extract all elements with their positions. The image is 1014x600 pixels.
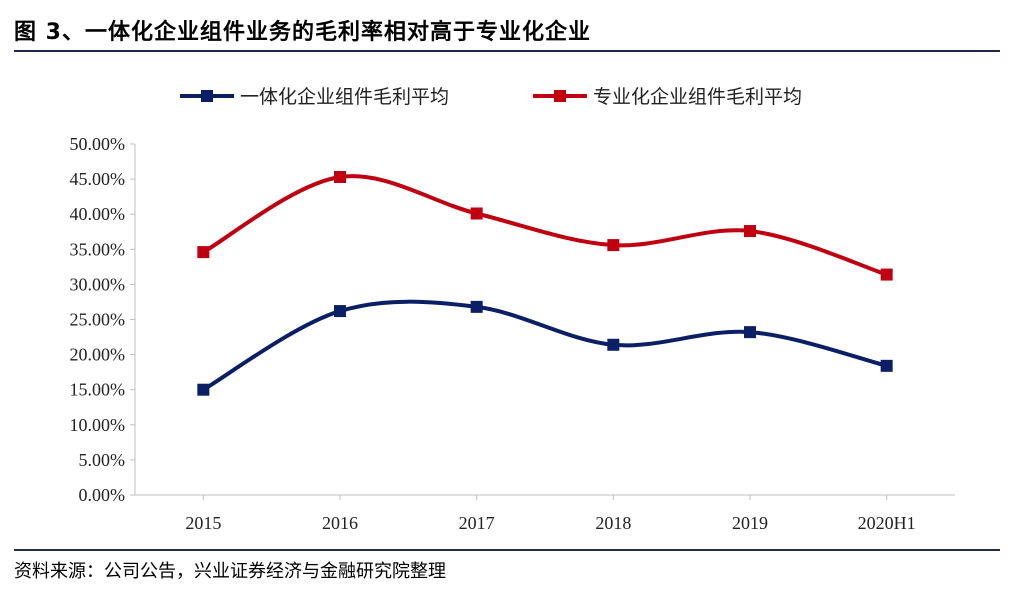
y-tick-label: 25.00% bbox=[70, 310, 126, 330]
line-chart: 一体化企业组件毛利平均 专业化企业组件毛利平均 0.00% 5.00% 10.00% 1… bbox=[70, 86, 955, 533]
x-tick-label: 2016 bbox=[322, 513, 358, 533]
figure-title: 图 3、一体化企业组件业务的毛利率相对高于专业化企业 bbox=[14, 20, 591, 45]
y-tick-label: 15.00% bbox=[70, 380, 126, 400]
y-tick-label: 40.00% bbox=[70, 204, 126, 224]
series-1-point bbox=[607, 338, 620, 351]
y-tick-label: 0.00% bbox=[79, 485, 126, 505]
x-tick-label: 2020H1 bbox=[858, 513, 916, 533]
series-1-point bbox=[880, 359, 893, 372]
series-1-point bbox=[744, 326, 756, 339]
x-tick-label: 2018 bbox=[595, 513, 631, 533]
y-tick-label: 30.00% bbox=[70, 274, 126, 294]
series-1-point bbox=[470, 300, 483, 313]
series-2-point bbox=[744, 225, 756, 238]
series-line-2 bbox=[202, 174, 888, 277]
y-tick-label: 20.00% bbox=[70, 345, 126, 365]
series-1-point bbox=[334, 305, 346, 318]
x-tick-label: 2017 bbox=[459, 513, 495, 533]
series-2-point bbox=[607, 239, 620, 252]
legend-marker-2 bbox=[554, 90, 566, 102]
title-divider bbox=[14, 50, 1000, 52]
y-tick-label: 45.00% bbox=[70, 169, 126, 189]
series-2-point bbox=[334, 170, 346, 183]
x-tick-label: 2019 bbox=[732, 513, 768, 533]
series-line-1 bbox=[202, 299, 888, 392]
series-1-point bbox=[197, 383, 210, 396]
y-tick-label: 50.00% bbox=[70, 134, 126, 154]
legend-marker-1 bbox=[201, 90, 213, 102]
x-tick-label: 2015 bbox=[185, 513, 221, 533]
source-divider bbox=[14, 549, 1000, 551]
legend-label-1: 一体化企业组件毛利平均 bbox=[240, 86, 449, 108]
chart-legend: 一体化企业组件毛利平均 专业化企业组件毛利平均 bbox=[180, 86, 802, 108]
series-2-point bbox=[880, 268, 893, 281]
y-tick-label: 5.00% bbox=[79, 450, 126, 470]
y-tick-label: 35.00% bbox=[70, 239, 126, 259]
chart-axes: 0.00% 5.00% 10.00% 15.00% 20.00% 25.00% 30.00%… bbox=[70, 134, 955, 533]
y-tick-label: 10.00% bbox=[70, 415, 126, 435]
series-2-point bbox=[470, 207, 483, 220]
series-2-point bbox=[197, 246, 210, 259]
chart-series bbox=[197, 170, 893, 396]
source-note: 资料来源：公司公告，兴业证券经济与金融研究院整理 bbox=[14, 561, 446, 582]
legend-label-2: 专业化企业组件毛利平均 bbox=[593, 86, 802, 108]
